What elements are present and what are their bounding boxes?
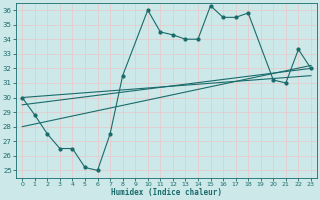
X-axis label: Humidex (Indice chaleur): Humidex (Indice chaleur) (111, 188, 222, 197)
